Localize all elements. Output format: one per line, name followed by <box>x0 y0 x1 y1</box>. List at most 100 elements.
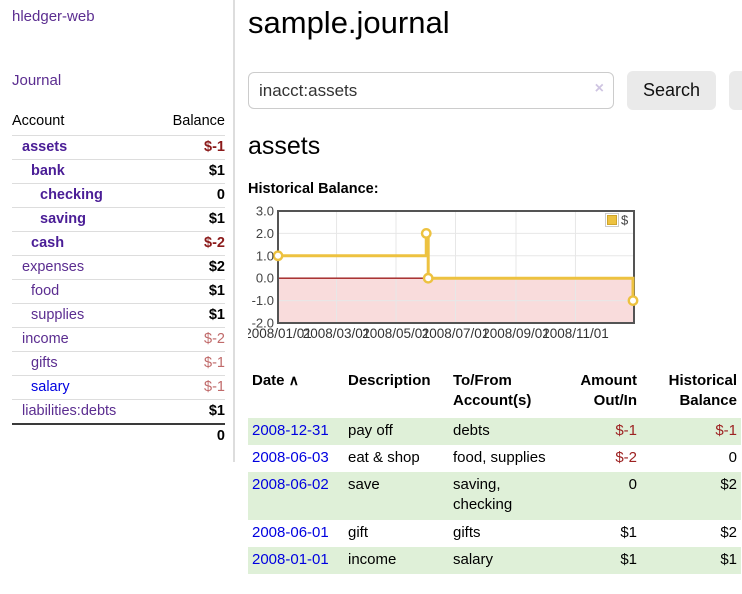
search-input[interactable] <box>248 72 614 109</box>
accounts-table-header: Account Balance <box>12 111 225 136</box>
account-balance: $1 <box>153 399 225 425</box>
transaction-date-link[interactable]: 2008-06-02 <box>252 476 329 493</box>
account-link-gifts[interactable]: gifts <box>31 355 58 371</box>
account-link-checking[interactable]: checking <box>40 187 103 203</box>
account-link-cash[interactable]: cash <box>31 235 65 251</box>
balance-column-header: Balance <box>153 111 225 136</box>
date-column-header[interactable]: Date ∧ <box>252 372 299 389</box>
transaction-date-link[interactable]: 2008-01-01 <box>252 550 329 568</box>
account-link-liabilities-debts[interactable]: liabilities:debts <box>22 403 117 419</box>
account-row: expenses $2 <box>12 255 225 280</box>
transaction-accounts: gifts <box>453 523 481 541</box>
account-link-saving[interactable]: saving <box>40 211 86 227</box>
transaction-date-link[interactable]: 2008-06-01 <box>252 523 329 541</box>
y-axis-tick-label: 0.0 <box>256 271 274 286</box>
transaction-accounts: saving, checking <box>453 476 513 514</box>
transaction-date-link[interactable]: 2008-12-31 <box>252 421 329 439</box>
account-row: bank $1 <box>12 159 225 184</box>
y-axis-tick-label: 2.0 <box>256 226 274 241</box>
register-table: Date ∧ Description To/From Account(s) Am… <box>248 369 741 574</box>
transaction-description: save <box>348 476 380 493</box>
account-row: assets $-1 <box>12 135 225 160</box>
data-point-marker[interactable] <box>422 272 434 284</box>
account-balance: $1 <box>153 207 225 232</box>
account-link-food[interactable]: food <box>31 283 60 299</box>
search-button[interactable]: Search <box>627 71 717 110</box>
y-axis-tick-label: -2.0 <box>252 316 274 331</box>
account-column-header: Account <box>12 111 154 136</box>
accounts-balance-table: Account Balance assets $-1 bank $1 check… <box>12 111 225 448</box>
y-axis-tick-label: 3.0 <box>256 204 274 219</box>
app-title-link[interactable]: hledger-web <box>12 8 95 25</box>
account-balance: $2 <box>153 255 225 280</box>
account-link-expenses[interactable]: expenses <box>22 259 85 275</box>
x-axis-tick-label: 2008/11/01 <box>542 326 609 341</box>
legend-color-swatch <box>607 215 617 225</box>
x-axis-tick-label: 2008/09/01 <box>482 326 550 341</box>
account-link-supplies[interactable]: supplies <box>31 307 85 323</box>
description-column-header: Description <box>348 372 431 389</box>
y-axis-tick-label: 1.0 <box>256 248 274 263</box>
account-link-income[interactable]: income <box>22 331 69 347</box>
transaction-amount: 0 <box>628 476 637 493</box>
clear-search-icon[interactable]: × <box>594 80 604 97</box>
transaction-amount: $-2 <box>615 448 637 466</box>
historical-balance-chart[interactable]: $3.0 2.0 1.0 0.0 -1.0 -2.0 2008/01/01 2008/03/0… <box>244 204 688 346</box>
account-link-bank[interactable]: bank <box>31 163 65 179</box>
data-point-marker[interactable] <box>272 250 284 262</box>
transaction-balance: $1 <box>720 550 737 568</box>
account-row: income $-2 <box>12 327 225 352</box>
help-button[interactable]: ? <box>729 71 742 110</box>
transaction-amount: $1 <box>620 523 637 541</box>
account-row: salary $-1 <box>12 375 225 400</box>
transaction-date-link[interactable]: 2008-06-03 <box>252 448 329 466</box>
account-link-salary[interactable]: salary <box>31 379 70 395</box>
transaction-accounts: salary <box>453 550 494 568</box>
transaction-row: 2008-06-01 gift gifts $1 $2 <box>248 520 741 547</box>
transaction-row: 2008-06-02 save saving, checking 0 $2 <box>248 472 741 520</box>
sidebar: hledger-web Journal Account Balance asse… <box>0 0 235 462</box>
account-balance: $-1 <box>153 375 225 400</box>
account-balance: $1 <box>153 303 225 328</box>
account-row: saving $1 <box>12 207 225 232</box>
account-balance: $1 <box>153 279 225 304</box>
transaction-balance: $2 <box>720 523 737 541</box>
transaction-description: pay off <box>348 421 393 439</box>
account-row: checking 0 <box>12 183 225 208</box>
x-axis-tick-label: 2008/03/01 <box>303 326 371 341</box>
account-row: cash $-2 <box>12 231 225 256</box>
transaction-accounts: debts <box>453 421 490 439</box>
account-row: supplies $1 <box>12 303 225 328</box>
account-row: liabilities:debts $1 <box>12 399 225 425</box>
sidebar-item-journal[interactable]: Journal <box>12 72 62 89</box>
transaction-amount: $-1 <box>615 421 637 439</box>
transaction-row: 2008-01-01 income salary $1 $1 <box>248 546 741 574</box>
account-heading: assets <box>248 132 321 160</box>
transaction-balance: 0 <box>728 448 737 466</box>
amount-column-header: Amount Out/In <box>580 372 637 410</box>
register-header-row: Date ∧ Description To/From Account(s) Am… <box>248 369 741 418</box>
transaction-description: income <box>348 550 397 568</box>
x-axis-tick-label: 2008/05/01 <box>362 326 430 341</box>
chart-title: Historical Balance: <box>248 181 379 197</box>
transaction-accounts: food, supplies <box>453 448 546 466</box>
legend-label: $ <box>621 213 629 228</box>
account-balance: $1 <box>153 159 225 184</box>
data-point-marker[interactable] <box>420 228 432 239</box>
account-link-assets[interactable]: assets <box>22 139 68 155</box>
search-bar: × Search ? <box>248 71 742 110</box>
transaction-description: gift <box>348 523 369 541</box>
account-balance: $-2 <box>153 231 225 256</box>
transaction-row: 2008-12-31 pay off debts $-1 $-1 <box>248 417 741 445</box>
transaction-description: eat & shop <box>348 448 420 466</box>
plot-border <box>277 210 635 324</box>
transaction-balance: $2 <box>720 476 737 493</box>
balance-column-header: Historical Balance <box>668 372 737 410</box>
x-axis-tick-label: 2008/07/01 <box>422 326 490 341</box>
accounts-column-header: To/From Account(s) <box>453 372 532 410</box>
account-balance: $-1 <box>153 351 225 376</box>
chart-canvas: $3.0 2.0 1.0 0.0 -1.0 -2.02008/01/012008/03/0… <box>244 204 639 341</box>
data-point-marker[interactable] <box>627 295 639 307</box>
main-content: sample.journal × Search ? assets Histori… <box>235 0 742 594</box>
